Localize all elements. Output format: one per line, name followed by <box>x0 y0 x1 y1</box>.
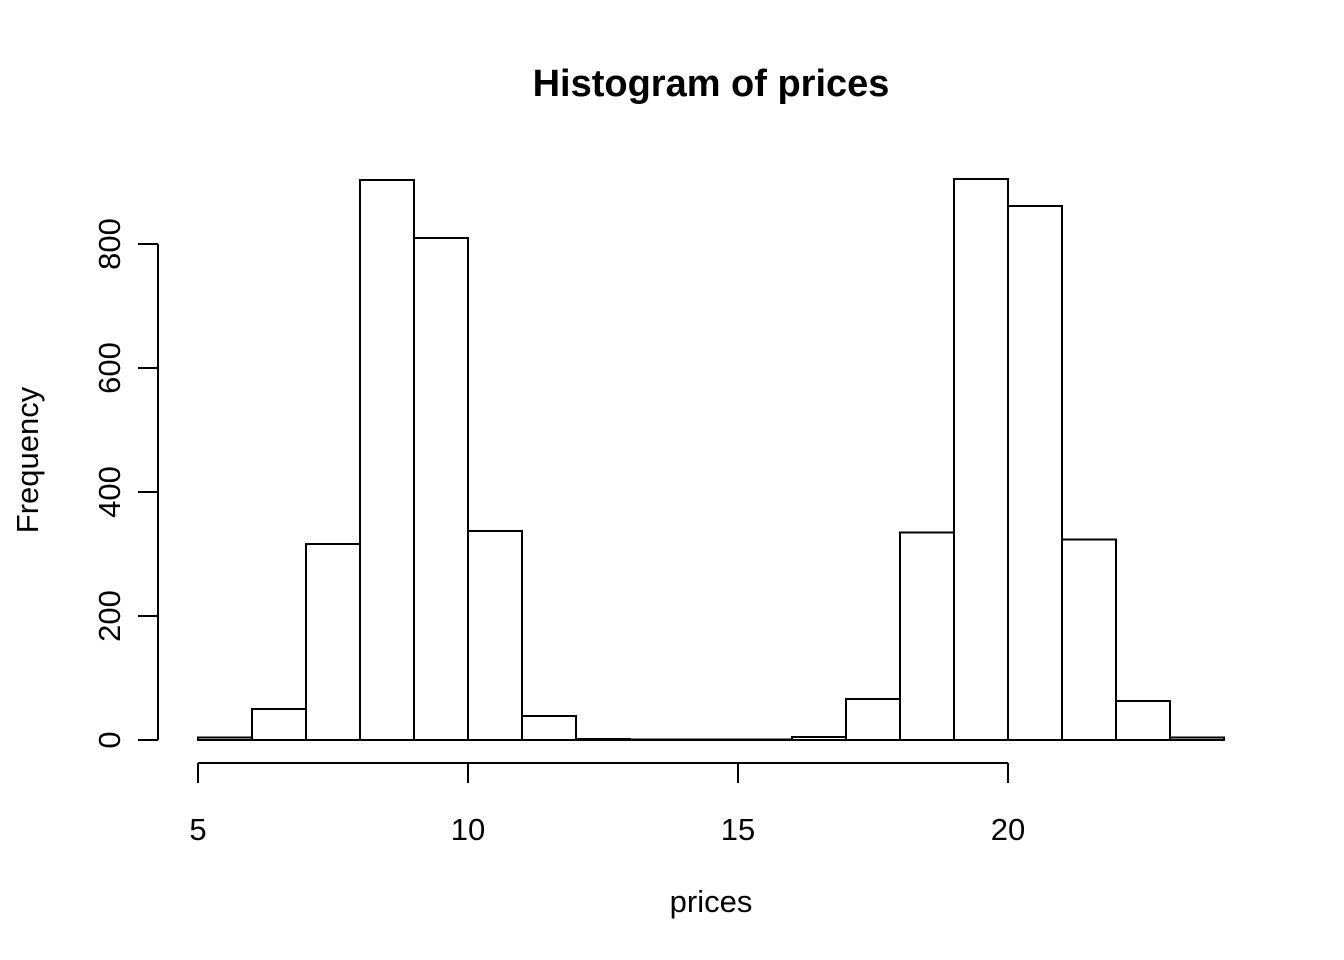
histogram-bar <box>413 236 469 742</box>
histogram-bar <box>197 736 253 742</box>
histogram-bar <box>575 737 631 742</box>
histogram-bar <box>845 698 901 742</box>
x-tick-label: 15 <box>721 812 755 847</box>
y-tick-label: 400 <box>92 466 127 518</box>
histogram-bar <box>359 179 415 741</box>
x-tick-label: 5 <box>189 812 206 847</box>
x-tick-label: 10 <box>451 812 485 847</box>
histogram-bar <box>737 738 793 742</box>
y-axis: 0 200 400 600 800 <box>92 218 159 749</box>
histogram-bar <box>521 714 577 742</box>
bars-group <box>197 177 1225 742</box>
y-tick-label: 0 <box>92 731 127 748</box>
histogram-bar <box>629 738 685 742</box>
histogram-bar <box>1169 736 1225 742</box>
y-tick-label: 600 <box>92 342 127 394</box>
x-tick-label: 20 <box>991 812 1025 847</box>
histogram-bar <box>1115 699 1171 742</box>
x-axis-title: prices <box>670 884 753 919</box>
histogram-bar <box>899 531 955 741</box>
x-axis: 5 10 15 20 <box>189 762 1025 847</box>
chart-title: Histogram of prices <box>533 63 890 105</box>
histogram-bar <box>953 177 1009 741</box>
histogram-bar <box>467 530 523 741</box>
histogram-bar <box>305 543 361 742</box>
histogram-bar <box>251 708 307 741</box>
y-axis-title: Frequency <box>10 386 45 533</box>
y-tick-label: 200 <box>92 590 127 642</box>
histogram-bar <box>683 738 739 742</box>
histogram-bar <box>1007 205 1063 741</box>
y-tick-label: 800 <box>92 218 127 270</box>
histogram-bar <box>791 735 847 742</box>
histogram-bar <box>1061 538 1117 741</box>
